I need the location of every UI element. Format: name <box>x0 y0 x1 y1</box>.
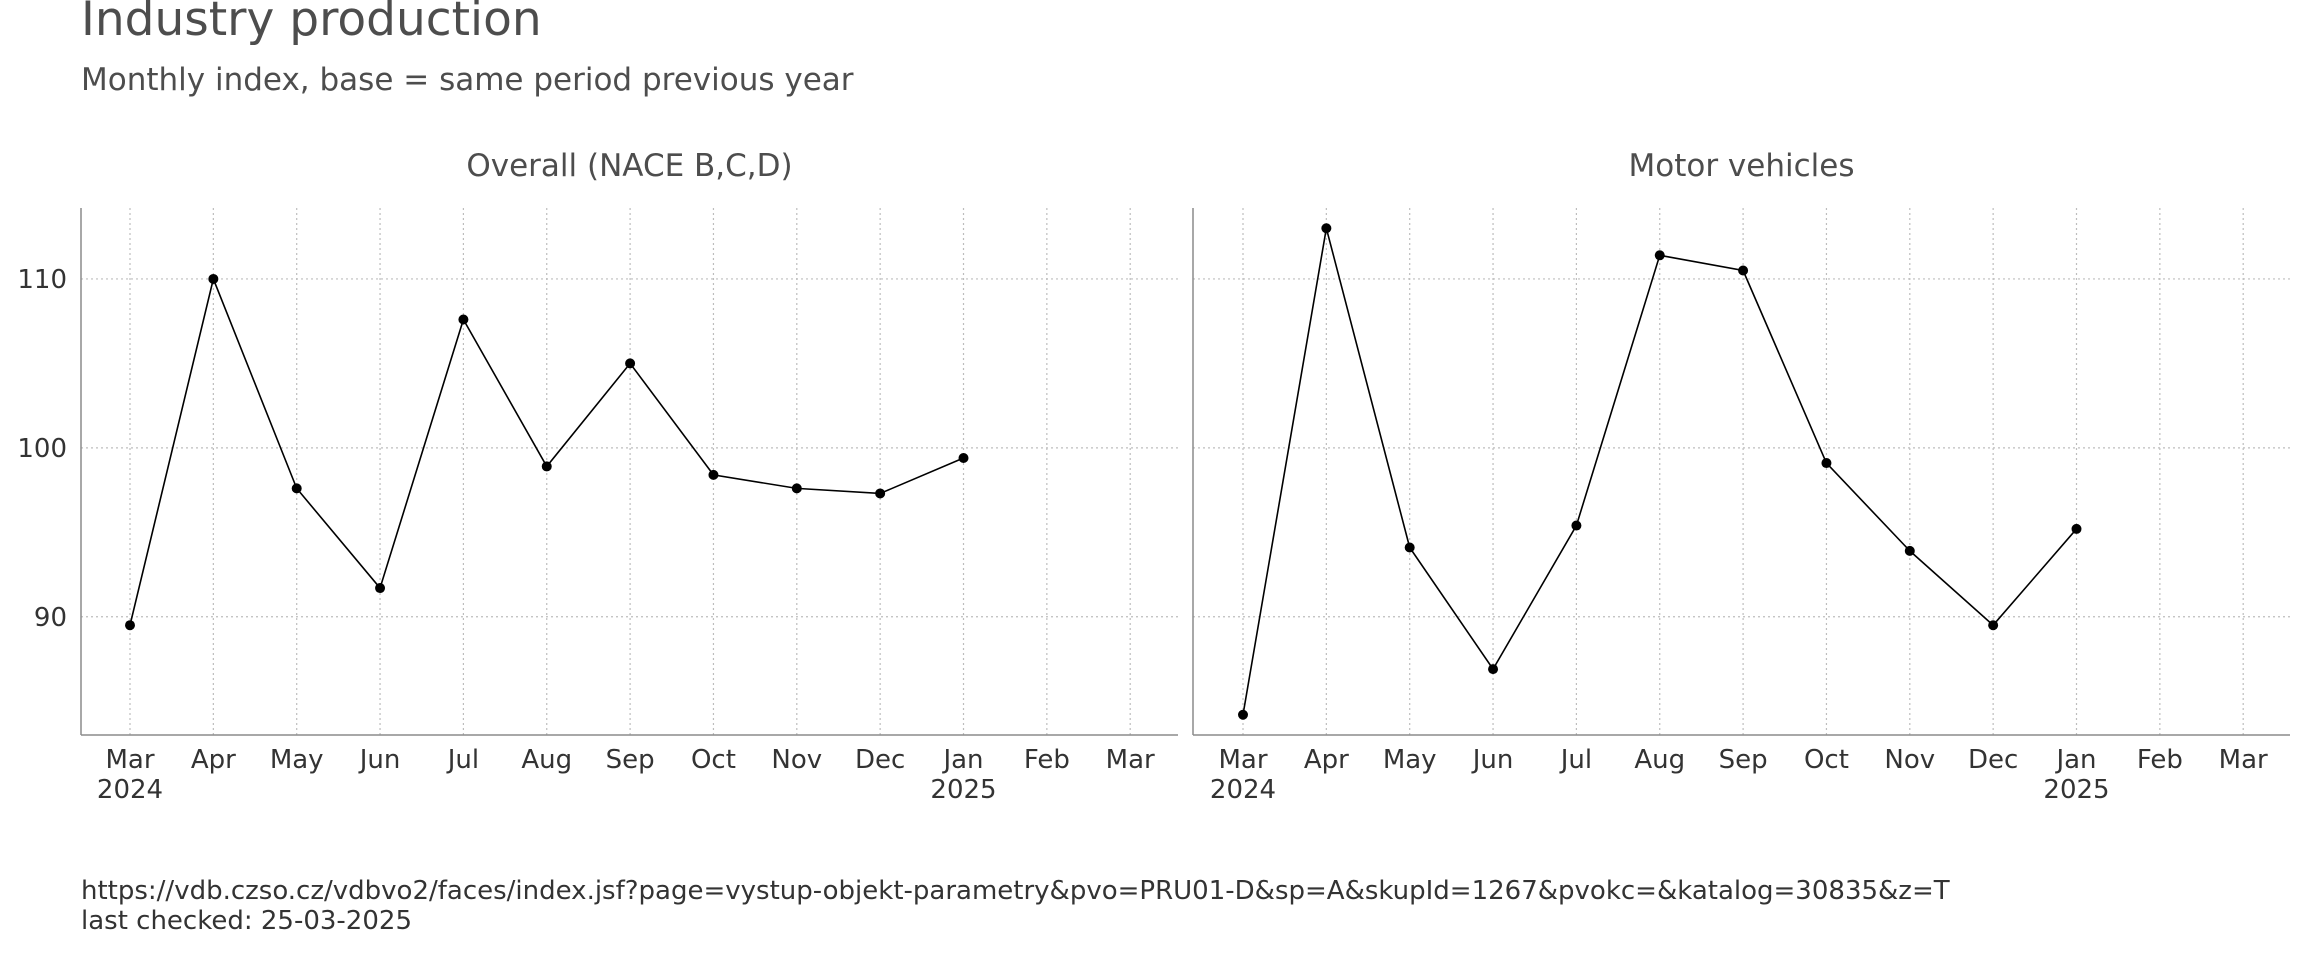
data-point <box>1988 620 1999 631</box>
data-point <box>791 483 802 494</box>
x-tick-label-line: Jul <box>446 745 479 775</box>
x-tick-label-line: 2025 <box>2043 775 2109 805</box>
x-tick-label: Nov <box>771 745 822 775</box>
x-tick-label: Aug <box>1634 745 1685 775</box>
data-point <box>541 461 552 472</box>
x-tick-label-line: Jan <box>2054 745 2096 775</box>
last-checked-date: last checked: 25-03-2025 <box>81 906 412 936</box>
data-point <box>2071 523 2082 534</box>
x-tick-label-line: Jan <box>941 745 983 775</box>
x-tick-label-line: Apr <box>191 745 236 775</box>
chart-title: Industry production <box>81 0 542 47</box>
x-tick-label-line: Jun <box>358 745 401 775</box>
x-tick-label-line: 2024 <box>1210 775 1276 805</box>
x-tick-label-line: Dec <box>855 745 905 775</box>
chart-subtitle: Monthly index, base = same period previo… <box>81 62 854 98</box>
data-point <box>1821 458 1832 469</box>
x-tick-label: Feb <box>1024 745 1070 775</box>
x-tick-label: Jul <box>446 745 479 775</box>
y-tick-label: 90 <box>34 603 67 633</box>
data-point <box>708 469 719 480</box>
x-tick-label-line: Apr <box>1304 745 1349 775</box>
data-point <box>875 488 886 499</box>
data-point <box>1738 265 1749 276</box>
x-tick-label-line: Aug <box>521 745 572 775</box>
x-tick-label-line: Mar <box>1218 745 1267 775</box>
x-tick-label-line: Mar <box>105 745 154 775</box>
x-tick-label-line: Nov <box>1884 745 1935 775</box>
x-tick-label-line: 2025 <box>930 775 996 805</box>
x-tick-label: Aug <box>521 745 572 775</box>
x-tick-label: Apr <box>191 745 236 775</box>
x-tick-label: Jan 2025 <box>930 745 996 805</box>
x-tick-label-line: May <box>270 745 324 775</box>
data-point <box>1904 545 1915 556</box>
data-point <box>208 273 219 284</box>
panel-title: Motor vehicles <box>1629 148 1855 184</box>
x-tick-label: Mar 2024 <box>1210 745 1276 805</box>
x-tick-label: Mar <box>1106 745 1155 775</box>
data-point <box>1321 223 1332 234</box>
x-tick-label: Sep <box>606 745 655 775</box>
data-point <box>375 583 386 594</box>
x-tick-label: Jun <box>1471 745 1514 775</box>
data-point <box>125 620 135 631</box>
x-tick-label-line: Mar <box>1106 745 1155 775</box>
x-tick-label: Jan 2025 <box>2043 745 2109 805</box>
data-point <box>1404 542 1415 553</box>
x-tick-label: Dec <box>855 745 905 775</box>
x-tick-label-line: Feb <box>2137 745 2183 775</box>
data-point <box>625 358 636 369</box>
x-tick-label-line: Feb <box>1024 745 1070 775</box>
x-tick-label: Mar 2024 <box>97 745 163 805</box>
x-tick-label: Nov <box>1884 745 1935 775</box>
x-tick-label: Oct <box>1804 745 1849 775</box>
data-point <box>1238 709 1248 720</box>
x-tick-label-line: Dec <box>1968 745 2018 775</box>
x-tick-label-line: Oct <box>1804 745 1849 775</box>
x-tick-label-line: May <box>1383 745 1437 775</box>
data-point <box>1571 520 1582 531</box>
data-point <box>958 452 969 463</box>
x-tick-label: Dec <box>1968 745 2018 775</box>
x-tick-label: Jun <box>358 745 401 775</box>
data-point <box>291 483 302 494</box>
y-tick-label: 100 <box>17 434 67 464</box>
x-tick-label-line: Jun <box>1471 745 1514 775</box>
data-point <box>458 314 469 325</box>
x-tick-label: Mar <box>2219 745 2268 775</box>
x-tick-label: May <box>1383 745 1437 775</box>
source-url: https://vdb.czso.cz/vdbvo2/faces/index.j… <box>81 876 1950 906</box>
data-point <box>1654 250 1665 261</box>
x-tick-label: Oct <box>691 745 736 775</box>
y-tick-label: 110 <box>17 265 67 295</box>
x-tick-label-line: Nov <box>771 745 822 775</box>
x-tick-label: Sep <box>1719 745 1768 775</box>
x-tick-label: Feb <box>2137 745 2183 775</box>
x-tick-label-line: Oct <box>691 745 736 775</box>
series-line <box>1242 228 2078 715</box>
x-tick-label: Apr <box>1304 745 1349 775</box>
x-tick-label-line: Sep <box>1719 745 1768 775</box>
x-tick-label-line: Jul <box>1559 745 1592 775</box>
panel-title: Overall (NACE B,C,D) <box>466 148 792 184</box>
data-point <box>1488 664 1499 675</box>
x-tick-label-line: 2024 <box>97 775 163 805</box>
x-tick-label-line: Sep <box>606 745 655 775</box>
x-tick-label: Jul <box>1559 745 1592 775</box>
x-tick-label-line: Mar <box>2219 745 2268 775</box>
x-tick-label-line: Aug <box>1634 745 1685 775</box>
x-tick-label: May <box>270 745 324 775</box>
